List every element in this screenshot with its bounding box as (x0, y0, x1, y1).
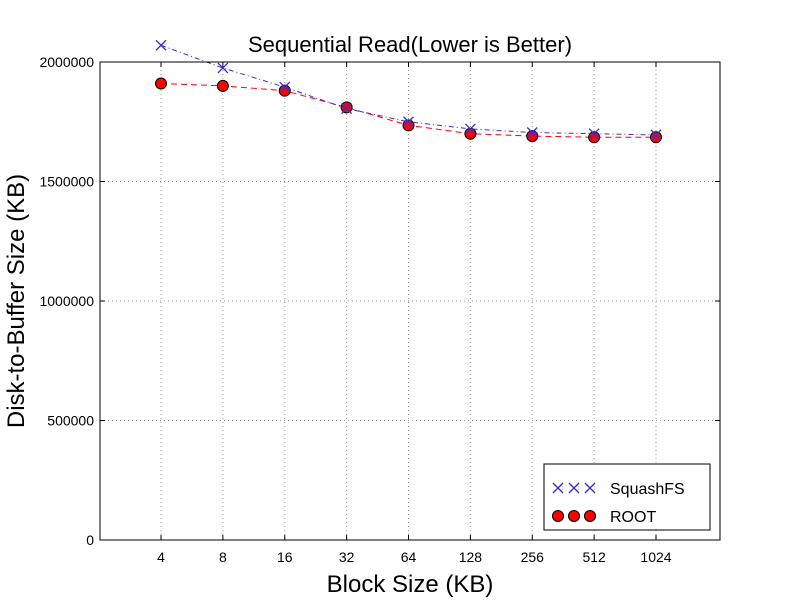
x-marker-stroke (588, 128, 600, 140)
data-point-squashfs (279, 81, 291, 93)
legend-label-squashfs: SquashFS (610, 481, 685, 498)
series-layer (155, 39, 662, 144)
y-tick-label: 2000000 (39, 54, 94, 70)
data-point-root (650, 131, 662, 144)
x-marker-stroke (341, 103, 353, 115)
data-point-root (464, 127, 477, 140)
data-point-squashfs (650, 129, 662, 141)
data-point-root (340, 101, 353, 114)
legend-entries: SquashFS ROOT (552, 481, 685, 526)
data-point-root (402, 119, 415, 132)
x-marker-stroke (584, 482, 596, 494)
data-point-root (216, 79, 229, 92)
x-axis-label: Block Size (KB) (327, 571, 494, 598)
x-marker-stroke (552, 482, 564, 494)
legend-marker-squashfs (552, 482, 564, 494)
data-point-squashfs (588, 128, 600, 140)
data-point-root (155, 77, 167, 90)
x-tick-label: 16 (277, 549, 293, 565)
x-marker-stroke (155, 39, 167, 51)
x-tick-label: 8 (219, 549, 227, 565)
x-marker-stroke (279, 81, 291, 93)
x-marker-stroke (217, 62, 229, 74)
data-point-root (588, 131, 601, 144)
y-tick-label: 1500000 (39, 174, 94, 190)
x-tick-label: 64 (401, 549, 417, 565)
data-point-squashfs (464, 123, 476, 135)
data-point-squashfs (403, 116, 414, 128)
y-tick-label: 500000 (47, 413, 94, 429)
legend-marker-root (584, 510, 596, 522)
data-point-squashfs (526, 127, 538, 138)
x-tick-label: 512 (582, 549, 606, 565)
data-point-squashfs (341, 103, 353, 115)
x-marker-stroke (650, 129, 662, 141)
x-marker-stroke (526, 127, 538, 138)
legend-marker-root (552, 510, 564, 522)
legend-marker-squashfs (584, 482, 596, 494)
legend-label-root: ROOT (610, 509, 656, 526)
legend-marker-root (568, 510, 580, 522)
x-tick-label: 32 (339, 549, 355, 565)
legend-item-root: ROOT (552, 509, 656, 526)
x-marker-stroke (403, 116, 414, 128)
data-point-squashfs (155, 39, 167, 51)
x-tick-label: 4 (157, 549, 165, 565)
y-axis-label: Disk-to-Buffer Size (KB) (3, 174, 30, 428)
chart-title: Sequential Read(Lower is Better) (248, 32, 572, 57)
x-tick-label: 256 (521, 549, 545, 565)
tick-layer: 4 8 16 32 64 128 256 512 1024 0 500000 1000000 15000… (39, 54, 720, 565)
x-tick-label: 1024 (640, 549, 671, 565)
legend-marker-squashfs (568, 482, 580, 494)
x-tick-label: 128 (459, 549, 483, 565)
y-tick-label: 1000000 (39, 293, 94, 309)
legend-item-squashfs: SquashFS (552, 481, 685, 498)
x-marker-stroke (568, 482, 580, 494)
data-point-squashfs (217, 62, 229, 74)
series-line-squashfs (160, 44, 657, 136)
legend: SquashFS ROOT (543, 463, 711, 531)
x-marker-stroke (464, 123, 476, 135)
y-tick-label: 0 (86, 532, 94, 548)
data-point-root (526, 130, 539, 143)
